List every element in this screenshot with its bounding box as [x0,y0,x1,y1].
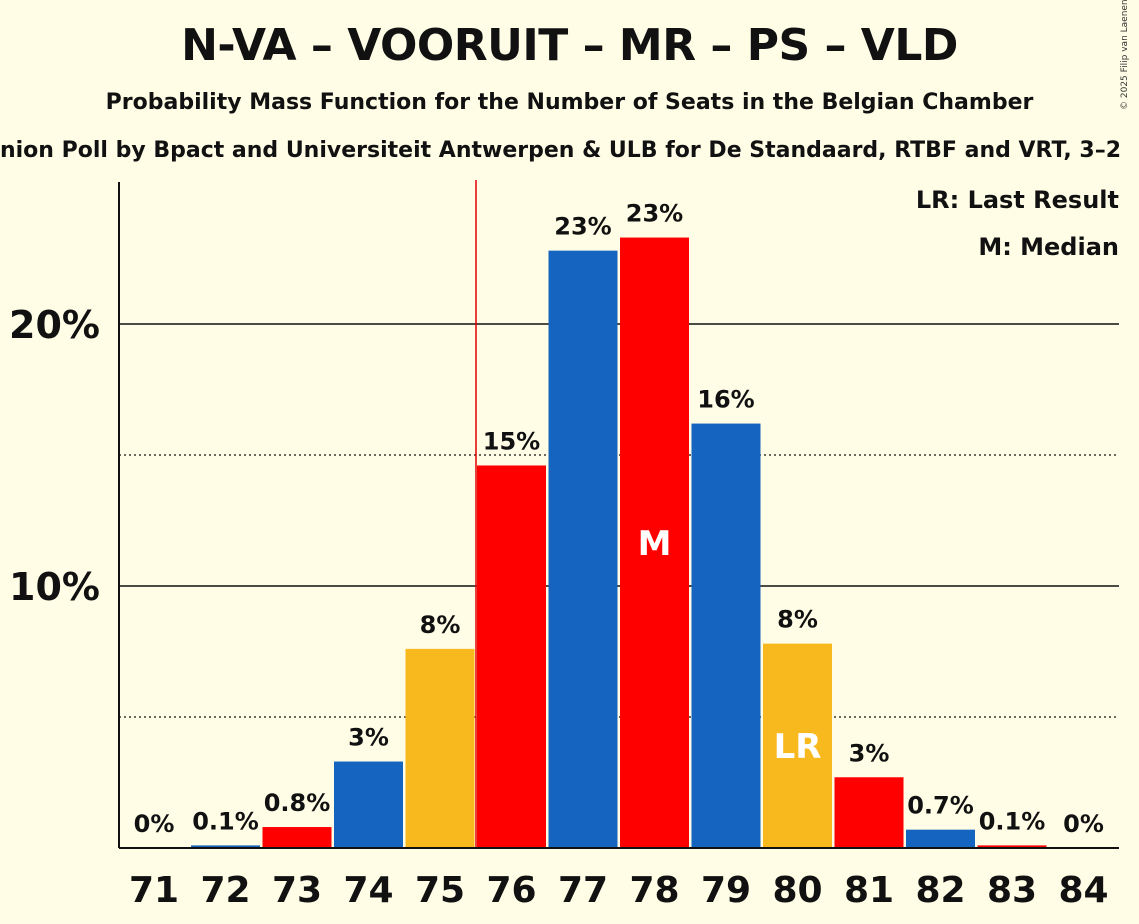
chart-poll-source: Opinion Poll by Bpact and Universiteit A… [0,138,1139,163]
x-tick-label: 83 [987,870,1037,911]
x-tick-label: 82 [915,870,965,911]
bar-seats-75 [405,648,475,848]
x-tick-label: 75 [415,870,465,911]
value-label: 16% [697,386,754,414]
chart-title: N-VA – VOORUIT – MR – PS – VLD [181,20,958,71]
bar-seats-77 [548,250,618,848]
bar-seats-82 [906,829,975,848]
bar-seats-73 [262,827,332,848]
value-label: 0.1% [979,807,1046,835]
bar-seats-78 [620,237,689,849]
chart-subtitle: Probability Mass Function for the Number… [105,90,1034,115]
value-label: 0% [134,810,175,838]
value-label: 15% [483,427,540,455]
last-result-marker: LR [774,727,822,767]
value-label: 3% [849,739,890,767]
x-tick-label: 71 [129,870,179,911]
median-marker: M [638,524,672,564]
bar-seats-74 [334,761,403,848]
bar-seats-81 [834,777,904,848]
x-tick-label: 74 [343,870,393,911]
value-label: 0.1% [192,807,259,835]
x-tick-label: 80 [772,870,822,911]
value-label: 23% [554,213,611,241]
value-label: 8% [420,611,461,639]
x-tick-label: 79 [701,870,751,911]
bar-seats-76 [477,465,546,848]
bar-seats-80 [763,643,832,848]
x-tick-label: 78 [629,870,679,911]
value-label: 3% [348,724,389,752]
bar-seats-83 [977,845,1047,848]
x-tick-label: 73 [272,870,322,911]
bar-seats-79 [691,423,761,848]
x-tick-label: 84 [1058,870,1108,911]
y-tick-label: 10% [9,565,100,609]
y-tick-label: 20% [9,303,100,347]
bar-seats-72 [191,845,260,848]
x-tick-label: 76 [486,870,536,911]
value-label: 0.8% [264,789,331,817]
x-tick-label: 81 [844,870,894,911]
legend-median: M: Median [978,233,1119,261]
value-label: 23% [626,200,683,228]
poll-source-text: Opinion Poll by Bpact and Universiteit A… [0,138,1122,163]
x-tick-label: 77 [558,870,608,911]
value-label: 0.7% [907,792,974,820]
value-label: 8% [777,606,818,634]
value-label: 0% [1063,810,1104,838]
legend-last-result: LR: Last Result [915,186,1119,214]
x-tick-label: 72 [200,870,250,911]
